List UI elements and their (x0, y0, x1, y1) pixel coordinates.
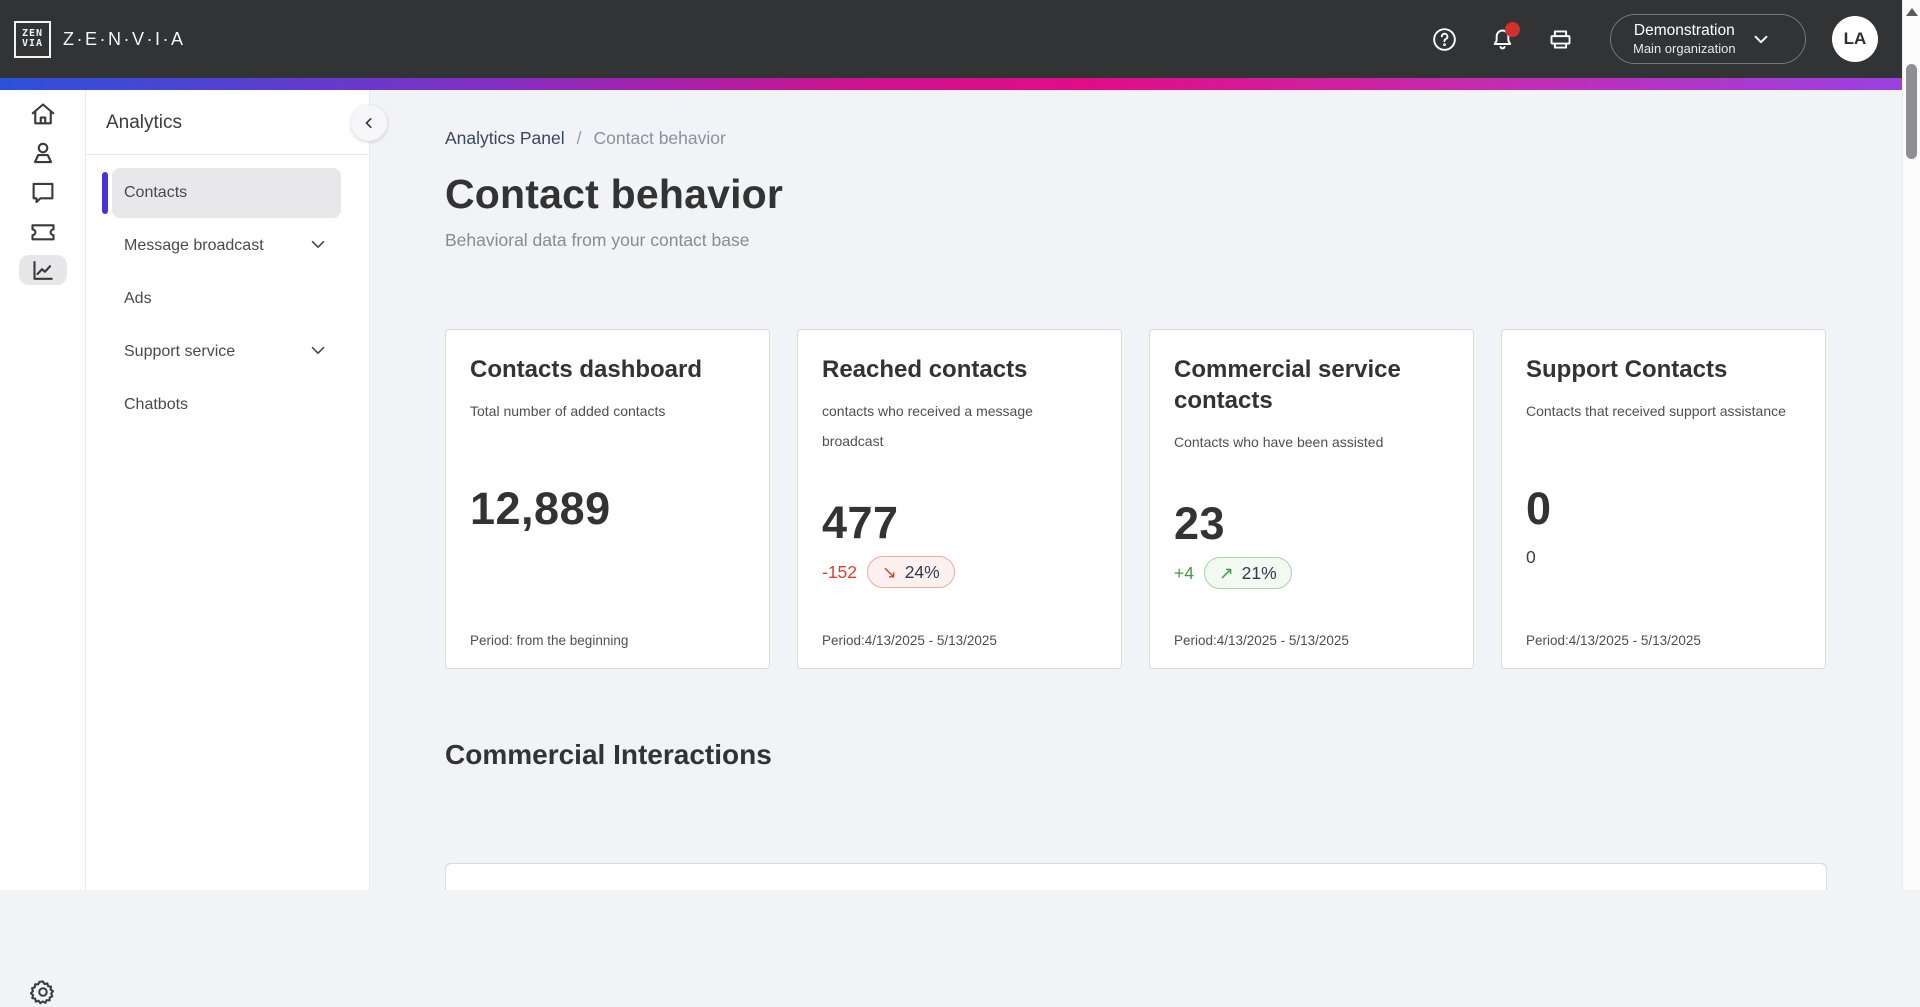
brand-name: Z·E·N·V·I·A (63, 28, 186, 49)
help-icon (1432, 27, 1456, 51)
card-value: 23 (1174, 498, 1226, 550)
card-value: 477 (822, 497, 899, 549)
card-description: Contacts that received support assistanc… (1526, 403, 1786, 420)
card-period: Period:4/13/2025 - 5/13/2025 (1174, 632, 1349, 648)
organization-switcher[interactable]: Demonstration Main organization (1610, 14, 1806, 64)
analytics-sidebar: Analytics Contacts Message broadcast Ads… (86, 90, 387, 890)
trend-badge-down: ↘ 24% (867, 556, 955, 589)
page-title: Contact behavior (445, 171, 784, 217)
delta-value: +4 (1174, 562, 1194, 583)
scrollbar-thumb[interactable] (1906, 64, 1917, 159)
card-delta-row: -152 ↘ 24% (822, 553, 1097, 591)
person-icon (33, 142, 52, 164)
notifications-button[interactable] (1480, 17, 1524, 61)
card-delta-row (470, 539, 745, 577)
card-contacts-dashboard: Contacts dashboard Total number of added… (445, 329, 770, 669)
brand-logo: ZEN VIA Z·E·N·V·I·A (14, 20, 186, 58)
chart-line-icon (32, 260, 53, 280)
sidebar-item-label: Message broadcast (124, 237, 264, 254)
avatar[interactable]: LA (1832, 16, 1878, 62)
zenvia-logo-icon: ZEN VIA (14, 20, 51, 58)
sidebar-item-label: Chatbots (124, 396, 189, 413)
print-button[interactable] (1538, 17, 1582, 61)
card-support-contacts: Support Contacts Contacts that received … (1501, 329, 1826, 669)
trend-down-arrow-icon: ↘ (882, 561, 897, 582)
organization-name: Demonstration (1633, 22, 1735, 40)
breadcrumb-current: Contact behavior (593, 128, 726, 148)
card-period: Period:4/13/2025 - 5/13/2025 (1526, 632, 1701, 648)
nav-home-button[interactable] (19, 99, 67, 129)
card-period: Period:4/13/2025 - 5/13/2025 (822, 633, 997, 648)
sidebar-item-ads[interactable]: Ads (112, 274, 341, 324)
breadcrumb-separator: / (576, 128, 582, 148)
breadcrumb: Analytics Panel / Contact behavior (445, 128, 1902, 149)
trend-badge-up: ↗ 21% (1203, 557, 1292, 590)
chevron-down-icon (307, 233, 329, 260)
notification-dot (1505, 22, 1520, 37)
card-description: Total number of added contacts (470, 403, 666, 420)
card-delta-row: +4 ↗ 21% (1174, 554, 1449, 592)
sidebar-item-chatbots[interactable]: Chatbots (112, 380, 341, 430)
section-title-commercial-interactions: Commercial Interactions (445, 739, 772, 770)
sidebar-divider (86, 154, 369, 155)
card-commercial-service-contacts: Commercial service contacts Contacts who… (1149, 329, 1474, 669)
card-value: 12,889 (470, 482, 611, 534)
card-delta-row: 0 (1526, 539, 1801, 577)
card-title: Contacts dashboard (470, 356, 703, 383)
sidebar-collapse-button[interactable] (351, 105, 387, 141)
sidebar-item-support-service[interactable]: Support service (112, 327, 341, 377)
sidebar-item-contacts[interactable]: Contacts (102, 168, 341, 218)
gear-icon (29, 980, 54, 1005)
card-description: Contacts who have been assisted (1174, 434, 1384, 451)
card-title: Support Contacts (1526, 356, 1728, 383)
brand-gradient-bar (0, 78, 1902, 90)
nav-analytics-button[interactable] (18, 255, 67, 285)
printer-icon (1550, 29, 1570, 49)
ticket-icon (30, 224, 55, 241)
kpi-cards-row: Contacts dashboard Total number of added… (445, 329, 1902, 669)
nav-contacts-button[interactable] (19, 138, 67, 168)
sidebar-item-message-broadcast[interactable]: Message broadcast (112, 221, 341, 271)
sidebar-item-label: Ads (124, 290, 152, 307)
card-value: 0 (1526, 482, 1552, 534)
main-content: Analytics Panel / Contact behavior Conta… (371, 90, 1902, 890)
card-title: Commercial service contacts (1174, 356, 1401, 415)
card-period: Period: from the beginning (470, 632, 629, 648)
delta-value: 0 (1526, 547, 1536, 568)
breadcrumb-analytics-panel[interactable]: Analytics Panel (445, 128, 565, 148)
organization-sub: Main organization (1633, 40, 1736, 56)
nav-conversations-button[interactable] (19, 177, 67, 207)
card-description: contacts who received a message broadcas… (822, 403, 1033, 449)
trend-up-arrow-icon: ↗ (1218, 562, 1234, 583)
card-title: Reached contacts (822, 356, 1028, 383)
home-icon (31, 103, 54, 125)
icon-rail (0, 90, 86, 1005)
settings-button[interactable] (19, 977, 67, 1007)
scrollbar-up-arrow[interactable] (1906, 8, 1918, 16)
page-subtitle: Behavioral data from your contact base (445, 230, 750, 250)
chevron-down-icon (307, 339, 329, 366)
trend-percent: 21% (1241, 562, 1277, 583)
sidebar-item-label: Support service (124, 343, 236, 360)
help-button[interactable] (1422, 17, 1466, 61)
chevron-down-icon (1754, 35, 1768, 44)
trend-percent: 24% (904, 561, 940, 582)
card-reached-contacts: Reached contacts contacts who received a… (797, 329, 1122, 669)
sidebar-title: Analytics (106, 112, 183, 133)
commercial-interactions-card (445, 863, 1827, 890)
delta-value: -152 (822, 561, 858, 582)
chat-bubble-icon (32, 182, 53, 204)
page-scrollbar[interactable] (1902, 0, 1920, 890)
top-bar: ZEN VIA Z·E·N·V·I·A (0, 0, 1902, 78)
sidebar-item-label: Contacts (124, 184, 188, 201)
chevron-left-icon (365, 118, 372, 128)
nav-tickets-button[interactable] (19, 216, 67, 246)
